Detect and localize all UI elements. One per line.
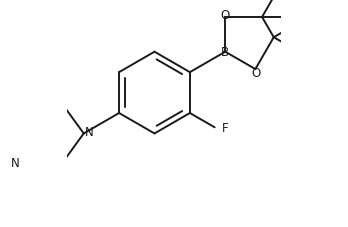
Text: F: F bbox=[222, 121, 229, 134]
Text: O: O bbox=[221, 9, 230, 22]
Text: O: O bbox=[252, 67, 261, 80]
Text: N: N bbox=[11, 156, 20, 169]
Text: N: N bbox=[85, 126, 93, 138]
Text: B: B bbox=[221, 46, 229, 59]
